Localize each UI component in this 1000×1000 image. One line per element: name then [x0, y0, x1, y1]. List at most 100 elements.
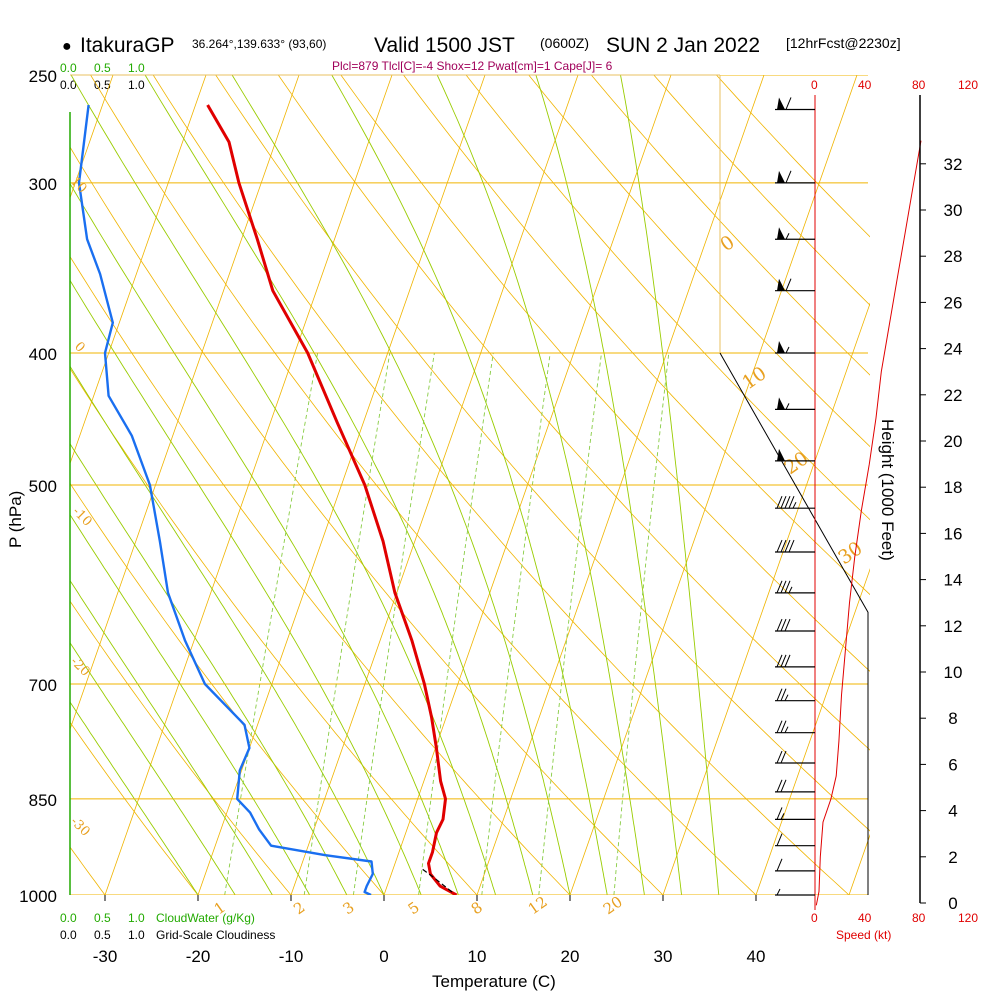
dry-adiabat-label: 10 — [738, 362, 770, 394]
wind-barb-flag — [784, 539, 791, 553]
height-tick-label: 14 — [944, 571, 963, 590]
cloudwater-scale-bottom: 0.0 0.5 1.0 CloudWater (g/Kg) — [60, 911, 255, 925]
dry-adiabat-label: 30 — [834, 537, 866, 569]
temperature-tick-label: 30 — [654, 947, 673, 966]
mixing-ratio-line — [352, 352, 435, 895]
cloudwater-top-tick: 0.0 — [60, 61, 77, 75]
moist-adiabat-line — [535, 75, 683, 895]
mixing-ratio-label: 2 — [290, 898, 308, 918]
wind-barb-flag — [776, 496, 783, 509]
moist-adiabat-line — [231, 75, 571, 895]
height-tick-label: 24 — [944, 340, 963, 359]
dry-adiabat-line — [340, 75, 870, 672]
wind-column — [775, 95, 922, 910]
mixing-ratio-line — [224, 352, 319, 895]
height-tick-label: 18 — [944, 478, 963, 497]
height-tick-label: 2 — [948, 848, 957, 867]
cloudwater-label: CloudWater (g/Kg) — [156, 911, 255, 925]
cloudiness-scale-bottom: 0.0 0.5 1.0 Grid-Scale Cloudiness — [60, 928, 275, 942]
wind-barb-flag — [780, 779, 787, 793]
wind-barb-half-flag — [784, 726, 789, 733]
wind-barb-flag — [776, 539, 783, 553]
wind-barb-flag — [785, 170, 792, 184]
wind-column-border — [719, 352, 869, 895]
wind-barb-flag — [780, 750, 787, 764]
wind-barb-pennant — [777, 341, 785, 354]
sounding-traces — [77, 104, 458, 908]
moist-adiabat-line — [70, 279, 422, 895]
pressure-tick-label: 300 — [29, 175, 57, 194]
wind-barb-half-flag — [788, 586, 793, 594]
mixing-ratio-label: 5 — [405, 898, 423, 918]
surface-dewpoint-dot — [367, 900, 375, 908]
temperature-tick-label: 40 — [747, 947, 766, 966]
wind-barb-flag — [776, 750, 783, 764]
moist-adiabat-line — [70, 513, 310, 895]
valid-time: Valid 1500 JST — [374, 34, 515, 57]
cloudiness-bottom-tick: 0.5 — [94, 928, 111, 942]
height-tick-label: 22 — [944, 386, 963, 405]
dry-adiabat-line — [70, 255, 571, 895]
wind-barb-half-flag — [784, 694, 789, 701]
wind-barb-flag — [780, 688, 787, 701]
speed-bottom-tick: 0 — [811, 911, 818, 925]
moist-adiabat-line — [70, 641, 236, 895]
height-tick-label: 8 — [948, 709, 957, 728]
speed-bottom-tick: 120 — [958, 911, 978, 925]
wind-barb-pennant — [777, 170, 785, 183]
dry-adiabat-line — [528, 75, 870, 448]
dry-adiabat-label: 20 — [780, 447, 812, 479]
mixing-ratio-line — [303, 352, 391, 895]
dewpoint-trace — [77, 104, 374, 895]
station-name: ItakuraGP — [80, 34, 175, 57]
cloudiness-bottom-tick: 1.0 — [128, 928, 145, 942]
valid-utc: (0600Z) — [540, 35, 589, 51]
station-coords: 36.264°,139.633° (93,60) — [192, 37, 326, 51]
cloudiness-label: Grid-Scale Cloudiness — [156, 928, 275, 942]
speed-bottom-tick: 80 — [912, 911, 926, 925]
height-tick-label: 16 — [944, 524, 963, 543]
wind-barb-flag — [780, 654, 787, 668]
cloudwater-top-tick: 1.0 — [128, 61, 145, 75]
height-tick-label: 30 — [944, 201, 963, 220]
dry-adiabat-line — [90, 75, 757, 895]
moist-adiabat-line — [70, 442, 348, 895]
wind-barb-flag — [780, 580, 787, 594]
isotherm-line — [0, 75, 20, 895]
cloudwater-scale-top: 0.0 0.5 1.0 — [60, 61, 145, 75]
dry-adiabat-line — [70, 146, 664, 895]
pressure-tick-label: 850 — [29, 791, 57, 810]
speed-label: Speed (kt) — [836, 928, 891, 942]
moist-adiabat-line — [70, 182, 459, 895]
wind-barb-flag — [780, 720, 787, 733]
wind-barb-pennant — [777, 448, 785, 461]
mixing-ratio-line — [481, 352, 551, 895]
height-tick-label: 28 — [944, 247, 963, 266]
temperature-tick-label: 0 — [379, 947, 388, 966]
speed-scale-top: 0 40 80 120 — [811, 78, 978, 92]
wind-barb-flag — [776, 833, 783, 846]
dry-adiabat-line — [465, 75, 870, 521]
wind-barb-pennant — [777, 227, 785, 240]
cloudwater-bottom-tick: 0.0 — [60, 911, 77, 925]
stability-indices: Plcl=879 Tlcl[C]=-4 Shox=12 Pwat[cm]=1 C… — [332, 59, 613, 73]
speed-top-tick: 0 — [811, 78, 818, 92]
mixing-ratio-label: 8 — [468, 898, 486, 918]
cloudiness-bottom-tick: 0.0 — [60, 928, 77, 942]
wind-barb-pennant — [777, 97, 785, 110]
moist-adiabat-line — [70, 701, 199, 895]
wind-barb-half-flag — [785, 232, 790, 240]
background-grid — [0, 75, 870, 895]
x-axis-label: Temperature (C) — [432, 972, 556, 991]
height-tick-label: 32 — [944, 155, 963, 174]
moist-adiabat-line — [70, 365, 385, 895]
wind-barb-flag — [785, 278, 792, 291]
wind-barb-pennant — [777, 397, 785, 410]
wind-barb-flag — [776, 580, 783, 594]
height-tick-label: 6 — [948, 755, 957, 774]
dry-adiabat-line — [70, 600, 292, 895]
pressure-tick-label: 250 — [29, 67, 57, 86]
